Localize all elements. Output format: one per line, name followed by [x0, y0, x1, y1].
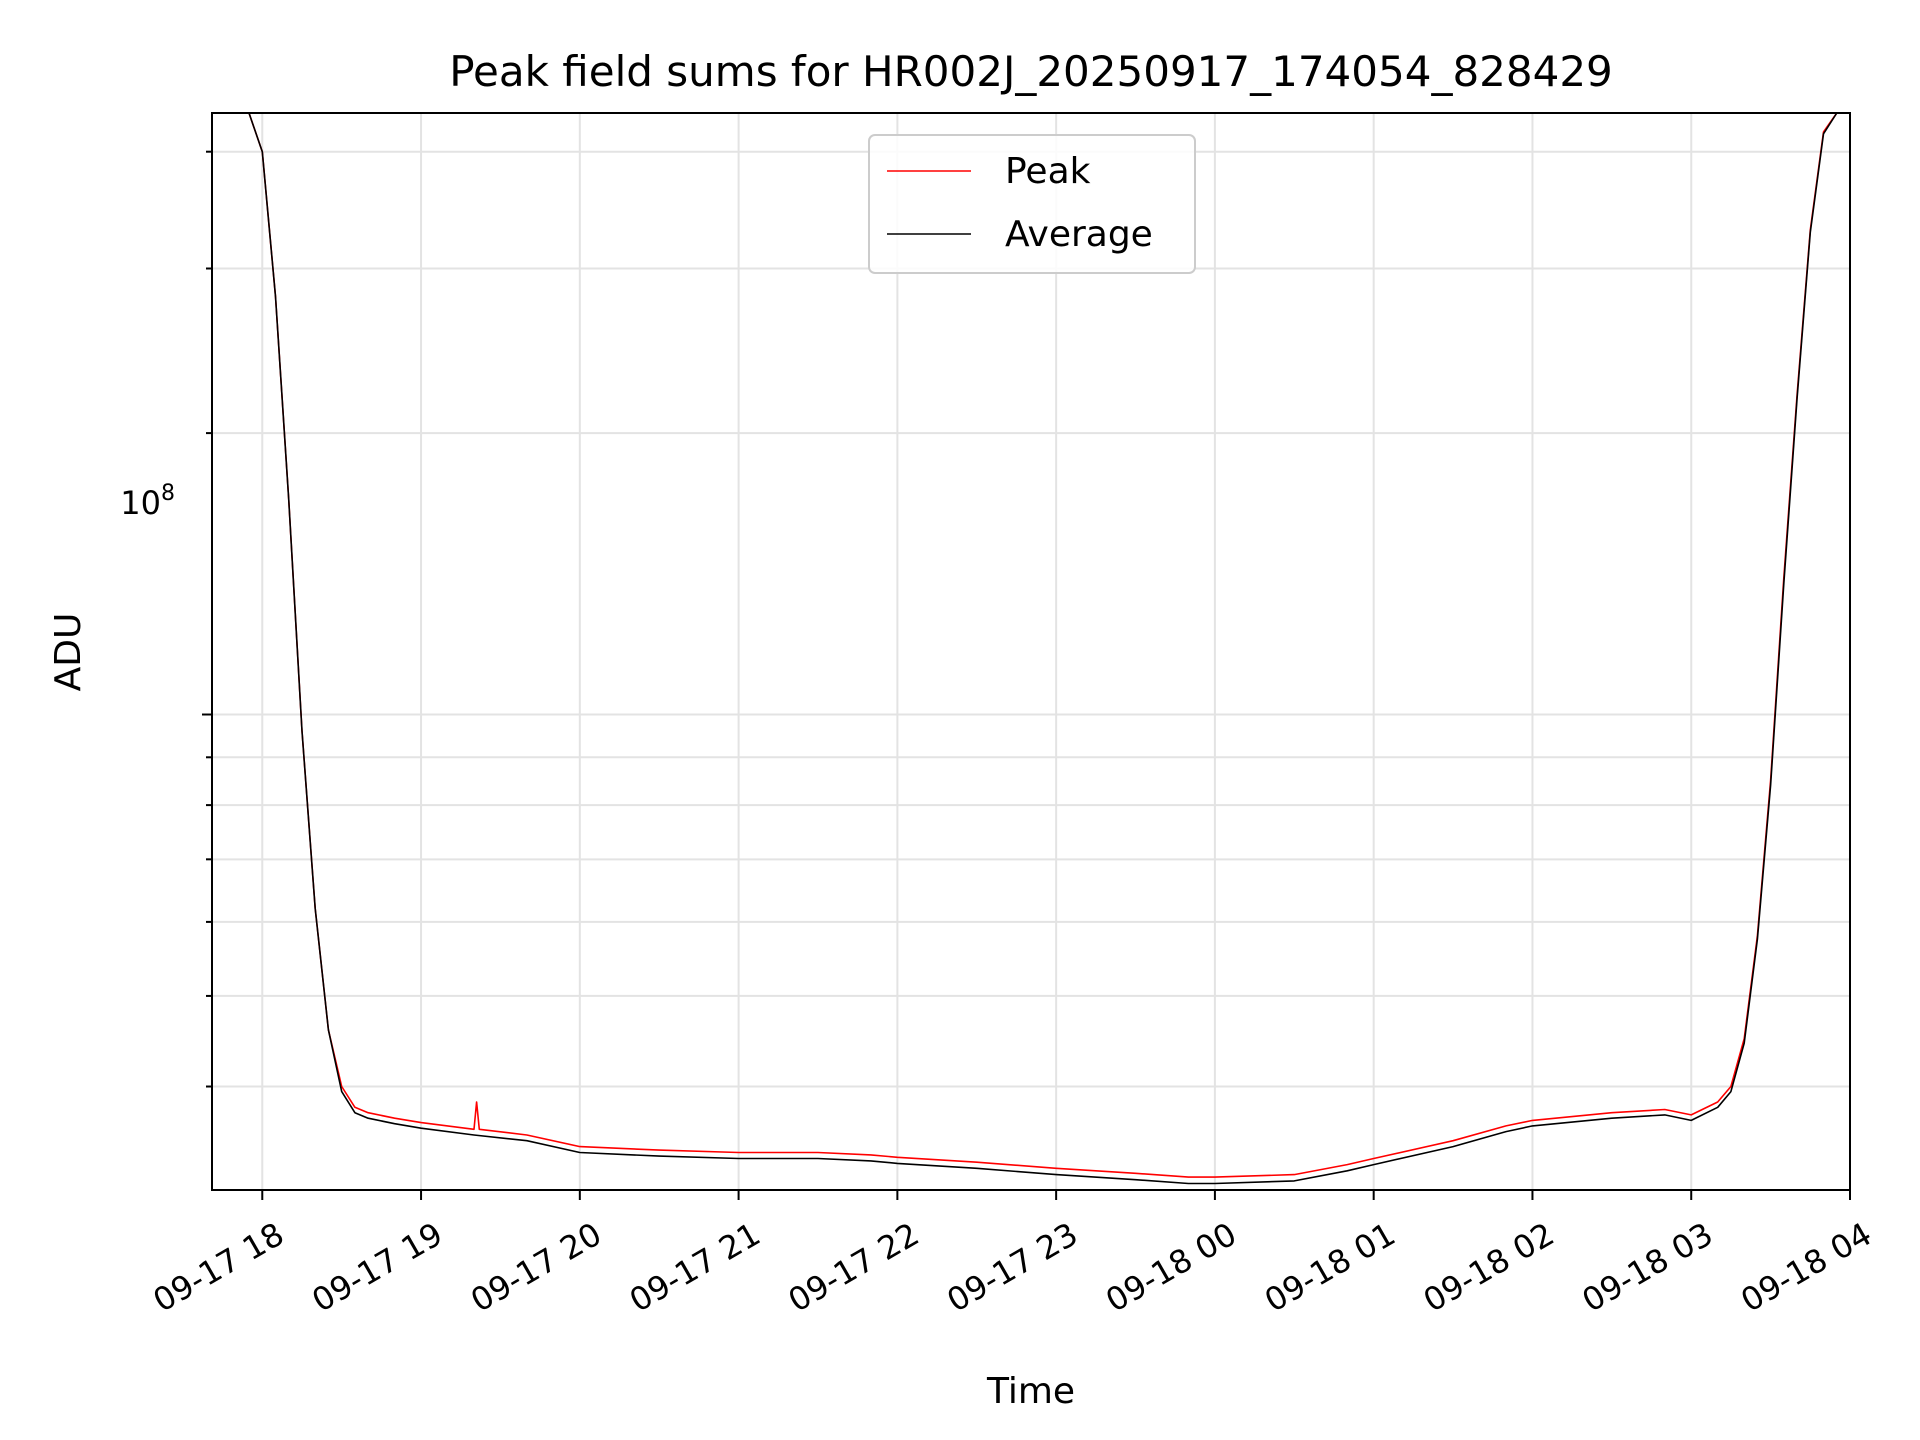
ticks — [202, 150, 1851, 1200]
y-tick-base: 10 — [120, 484, 161, 522]
series-line-average — [248, 112, 1850, 1185]
legend-label-average: Average — [1005, 214, 1153, 255]
x-axis-label: Time — [986, 1371, 1075, 1412]
y-tick-label-1e8: 108 — [120, 481, 175, 522]
y-axis-label: ADU — [48, 613, 89, 692]
legend-label-peak: Peak — [1005, 151, 1091, 192]
legend-box — [868, 134, 1196, 274]
plot-area-frame — [211, 112, 1851, 1191]
plot-area-background — [212, 113, 1850, 1190]
series-layer — [248, 112, 1850, 1185]
y-tick-exponent: 8 — [161, 481, 175, 506]
legend: Peak Average — [868, 134, 1196, 274]
chart-title: Peak field sums for HR002J_20250917_1740… — [449, 47, 1613, 96]
